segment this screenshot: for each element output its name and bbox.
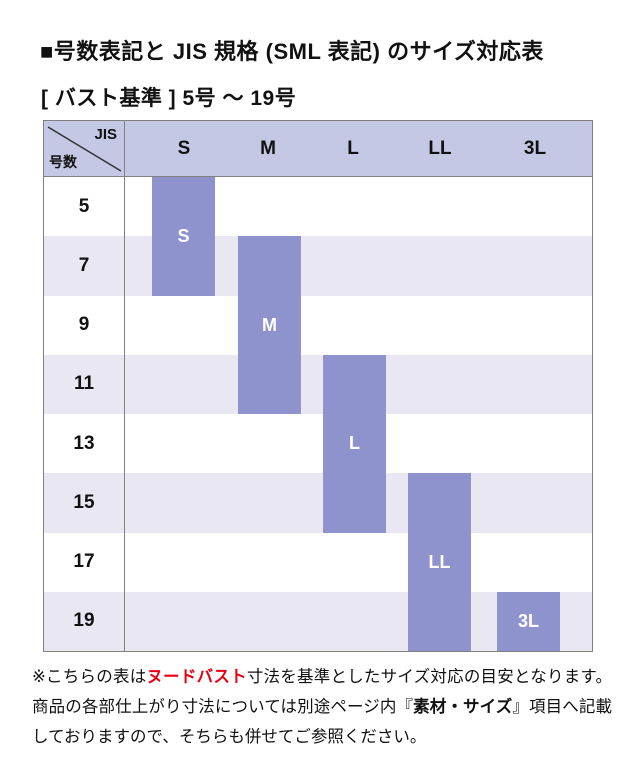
bar-label-ll: LL — [428, 551, 451, 572]
bar-label-s: S — [177, 225, 190, 246]
corner-header-cell: JIS 号数 — [44, 121, 124, 177]
column-header-3l: 3L — [523, 137, 547, 159]
size-range-bar-s: S — [152, 177, 215, 296]
column-separator-line — [124, 121, 125, 651]
row-label-17: 17 — [73, 551, 95, 573]
footnote-text-2: 寸法を基準としたサイズ対応の目安となります。商品の各部仕上がり寸法については別途… — [32, 668, 613, 716]
corner-label-gosu: 号数 — [49, 154, 77, 170]
row-label-9: 9 — [78, 314, 90, 336]
size-range-bar-l: L — [323, 354, 386, 533]
column-header-s: S — [177, 137, 191, 159]
column-header-l: L — [347, 137, 359, 159]
striped-row-7 — [44, 236, 592, 296]
footnote-red-text: ヌードバスト — [146, 668, 247, 686]
column-header-m: M — [260, 137, 276, 159]
bar-label-3l: 3L — [517, 610, 539, 631]
column-header-ll: LL — [428, 137, 452, 159]
row-label-13: 13 — [73, 432, 95, 454]
size-correspondence-table: JIS 号数 S M L LL 3L 5 7 9 11 13 15 17 19 … — [43, 120, 593, 652]
footnote-text-3: 』項目へ記載しておりますので、そちらも併せてご参照ください。 — [32, 698, 612, 746]
footnote: ※こちらの表はヌードバスト寸法を基準としたサイズ対応の目安となります。商品の各部… — [32, 662, 612, 752]
row-label-15: 15 — [73, 491, 95, 513]
row-label-5: 5 — [78, 195, 90, 217]
corner-label-jis: JIS — [94, 126, 117, 143]
striped-row-15 — [44, 473, 592, 533]
row-label-11: 11 — [73, 373, 95, 395]
size-range-bar-3l: 3L — [497, 591, 560, 651]
footnote-bold-text: 素材・サイズ — [413, 698, 513, 716]
table-header-row — [44, 121, 592, 177]
striped-row-11 — [44, 354, 592, 414]
page-title: ■号数表記と JIS 規格 (SML 表記) のサイズ対応表 — [40, 39, 544, 64]
page-subtitle: [ バスト基準 ] 5号 〜 19号 — [41, 87, 297, 110]
size-range-bar-m: M — [238, 236, 301, 414]
row-label-7: 7 — [78, 254, 90, 276]
row-label-19: 19 — [73, 610, 95, 632]
diagonal-line — [47, 126, 122, 172]
size-range-bar-ll: LL — [408, 473, 471, 651]
bar-label-m: M — [262, 314, 277, 335]
footnote-text-1: ※こちらの表は — [32, 668, 147, 686]
bar-label-l: L — [349, 433, 360, 454]
